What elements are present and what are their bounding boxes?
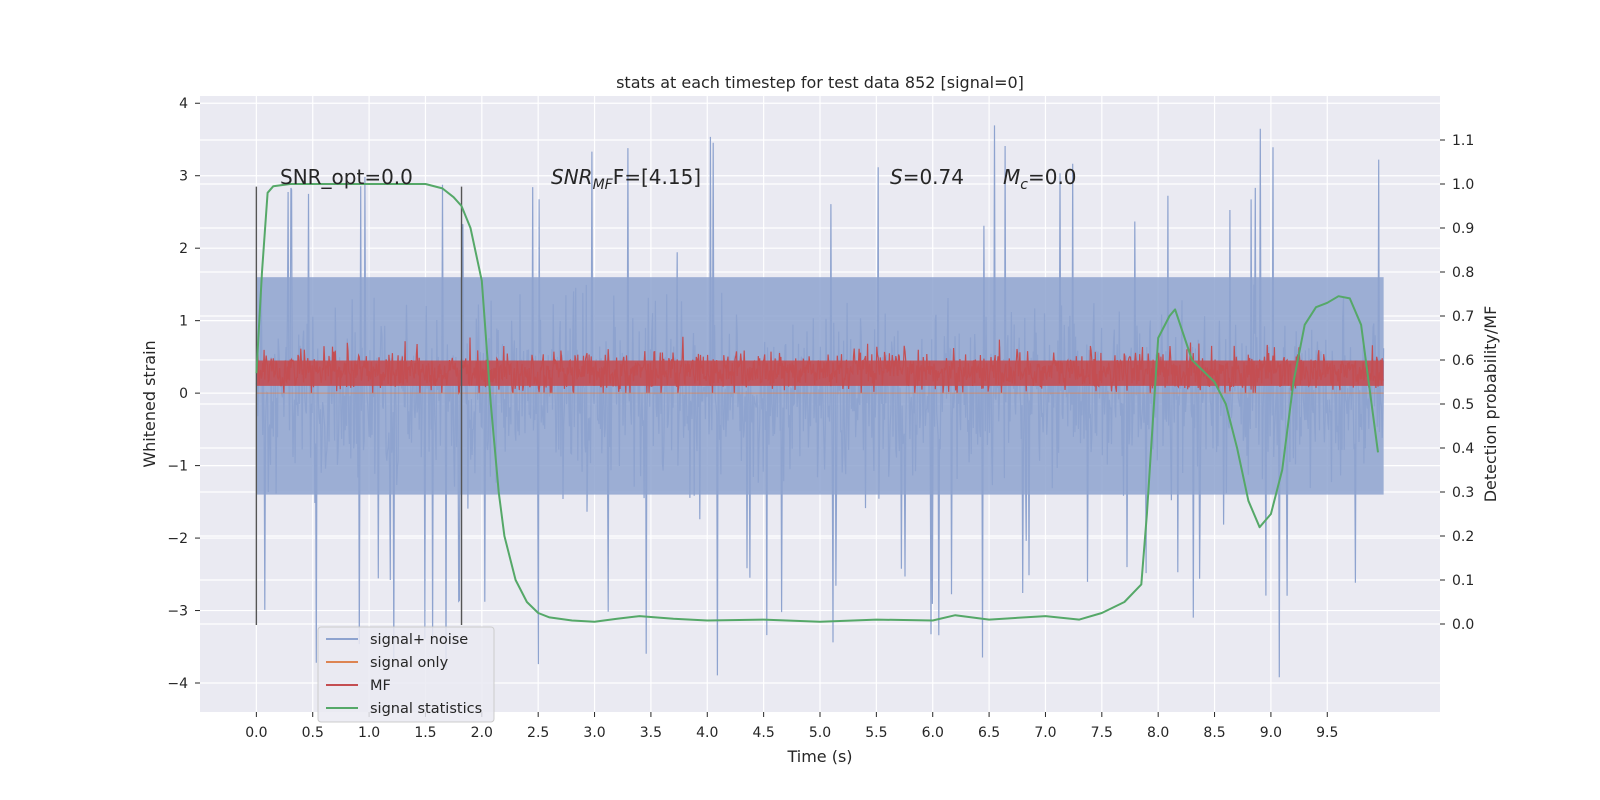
y-right-tick-label-0: 1.1	[1452, 133, 1474, 149]
series-signal-noise	[255, 125, 1385, 678]
x-tick-label-2: 1.0	[358, 725, 380, 741]
y-tick-label-8: −4	[167, 676, 188, 692]
x-tick-label-11: 5.5	[865, 725, 887, 741]
x-axis-label: Time (s)	[786, 747, 852, 766]
signal-statistics-line	[255, 183, 1379, 623]
y-right-tick-label-9: 0.2	[1452, 529, 1474, 545]
annotation-mc: Mc=0.0	[1003, 165, 1077, 193]
annotation-snr-mf-value: F=[4.15]	[613, 165, 701, 189]
annotation-s: S=0.74	[890, 165, 964, 189]
y-tick-label-1: 3	[179, 169, 188, 185]
annotation-mc-value: =0.0	[1028, 165, 1077, 189]
y-axis-right-label: Detection probability/MF	[1481, 306, 1500, 503]
y-right-tick-label-6: 0.5	[1452, 397, 1474, 413]
legend-label-signal-statistics: signal statistics	[370, 701, 482, 717]
legend: signal+ noise signal only MF signal stat…	[317, 626, 495, 723]
y-axis-label: Whitened strain	[140, 340, 159, 467]
x-tick-label-3: 1.5	[414, 725, 436, 741]
annotation-snr-mf-var: SNR	[551, 165, 593, 189]
legend-label-mf: MF	[370, 678, 391, 694]
x-tick-label-0: 0.0	[245, 725, 267, 741]
y-tick-label-4: 0	[179, 386, 188, 402]
legend-label-signal-only: signal only	[370, 655, 449, 671]
x-tick-label-17: 8.5	[1203, 725, 1225, 741]
mf-line	[255, 336, 1384, 395]
annotation-s-var: S	[890, 165, 903, 189]
x-tick-label-12: 6.0	[922, 725, 944, 741]
annotation-snr-mf: SNRMFF=[4.15]	[551, 165, 701, 193]
y-right-tick-label-8: 0.3	[1452, 485, 1474, 501]
annotation-s-value: =0.74	[903, 165, 964, 189]
y-tick-label-7: −3	[167, 604, 188, 620]
y-right-tick-label-5: 0.6	[1452, 353, 1474, 369]
legend-box	[317, 626, 495, 723]
x-tick-label-4: 2.0	[471, 725, 493, 741]
y-tick-label-0: 4	[179, 96, 188, 112]
y-right-tick-label-4: 0.7	[1452, 309, 1474, 325]
marker-lines	[255, 186, 463, 626]
series-signal-statistics	[255, 183, 1379, 623]
annotation-mc-var: M	[1003, 165, 1020, 189]
x-tick-label-5: 2.5	[527, 725, 549, 741]
x-tick-label-19: 9.5	[1316, 725, 1338, 741]
x-tick-label-18: 9.0	[1260, 725, 1282, 741]
x-tick-label-7: 3.5	[640, 725, 662, 741]
y-right-tick-label-11: 0.0	[1452, 617, 1474, 633]
x-tick-label-8: 4.0	[696, 725, 718, 741]
y-tick-label-5: −1	[167, 459, 188, 475]
x-tick-label-13: 6.5	[978, 725, 1000, 741]
annotation-snr-opt: SNR_opt=0.0	[280, 165, 413, 189]
y-right-tick-label-2: 0.9	[1452, 221, 1474, 237]
annotation-mc-sub: c	[1020, 177, 1028, 193]
x-tick-label-1: 0.5	[302, 725, 324, 741]
x-tick-label-9: 4.5	[753, 725, 775, 741]
chart-title: stats at each timestep for test data 852…	[616, 73, 1024, 92]
y-right-tick-label-3: 0.8	[1452, 265, 1474, 281]
y-tick-label-3: 1	[179, 314, 188, 330]
x-tick-label-10: 5.0	[809, 725, 831, 741]
ticks: 0.0 0.5 1.0 1.5 2.0 2.5 3.0 3.5 4.0 4.5 5.0 5.5 6.0 6…	[167, 96, 1474, 741]
y-tick-label-2: 2	[179, 241, 188, 257]
y-right-tick-label-7: 0.4	[1452, 441, 1474, 457]
y-right-tick-label-1: 1.0	[1452, 177, 1474, 193]
y-tick-label-6: −2	[167, 531, 188, 547]
x-tick-label-16: 8.0	[1147, 725, 1169, 741]
x-tick-label-14: 7.0	[1034, 725, 1056, 741]
legend-label-signal-noise: signal+ noise	[370, 632, 468, 648]
y-right-tick-label-10: 0.1	[1452, 573, 1474, 589]
annotation-snr-mf-sub: MF	[593, 177, 614, 193]
x-tick-label-6: 3.0	[583, 725, 605, 741]
x-tick-label-15: 7.5	[1091, 725, 1113, 741]
